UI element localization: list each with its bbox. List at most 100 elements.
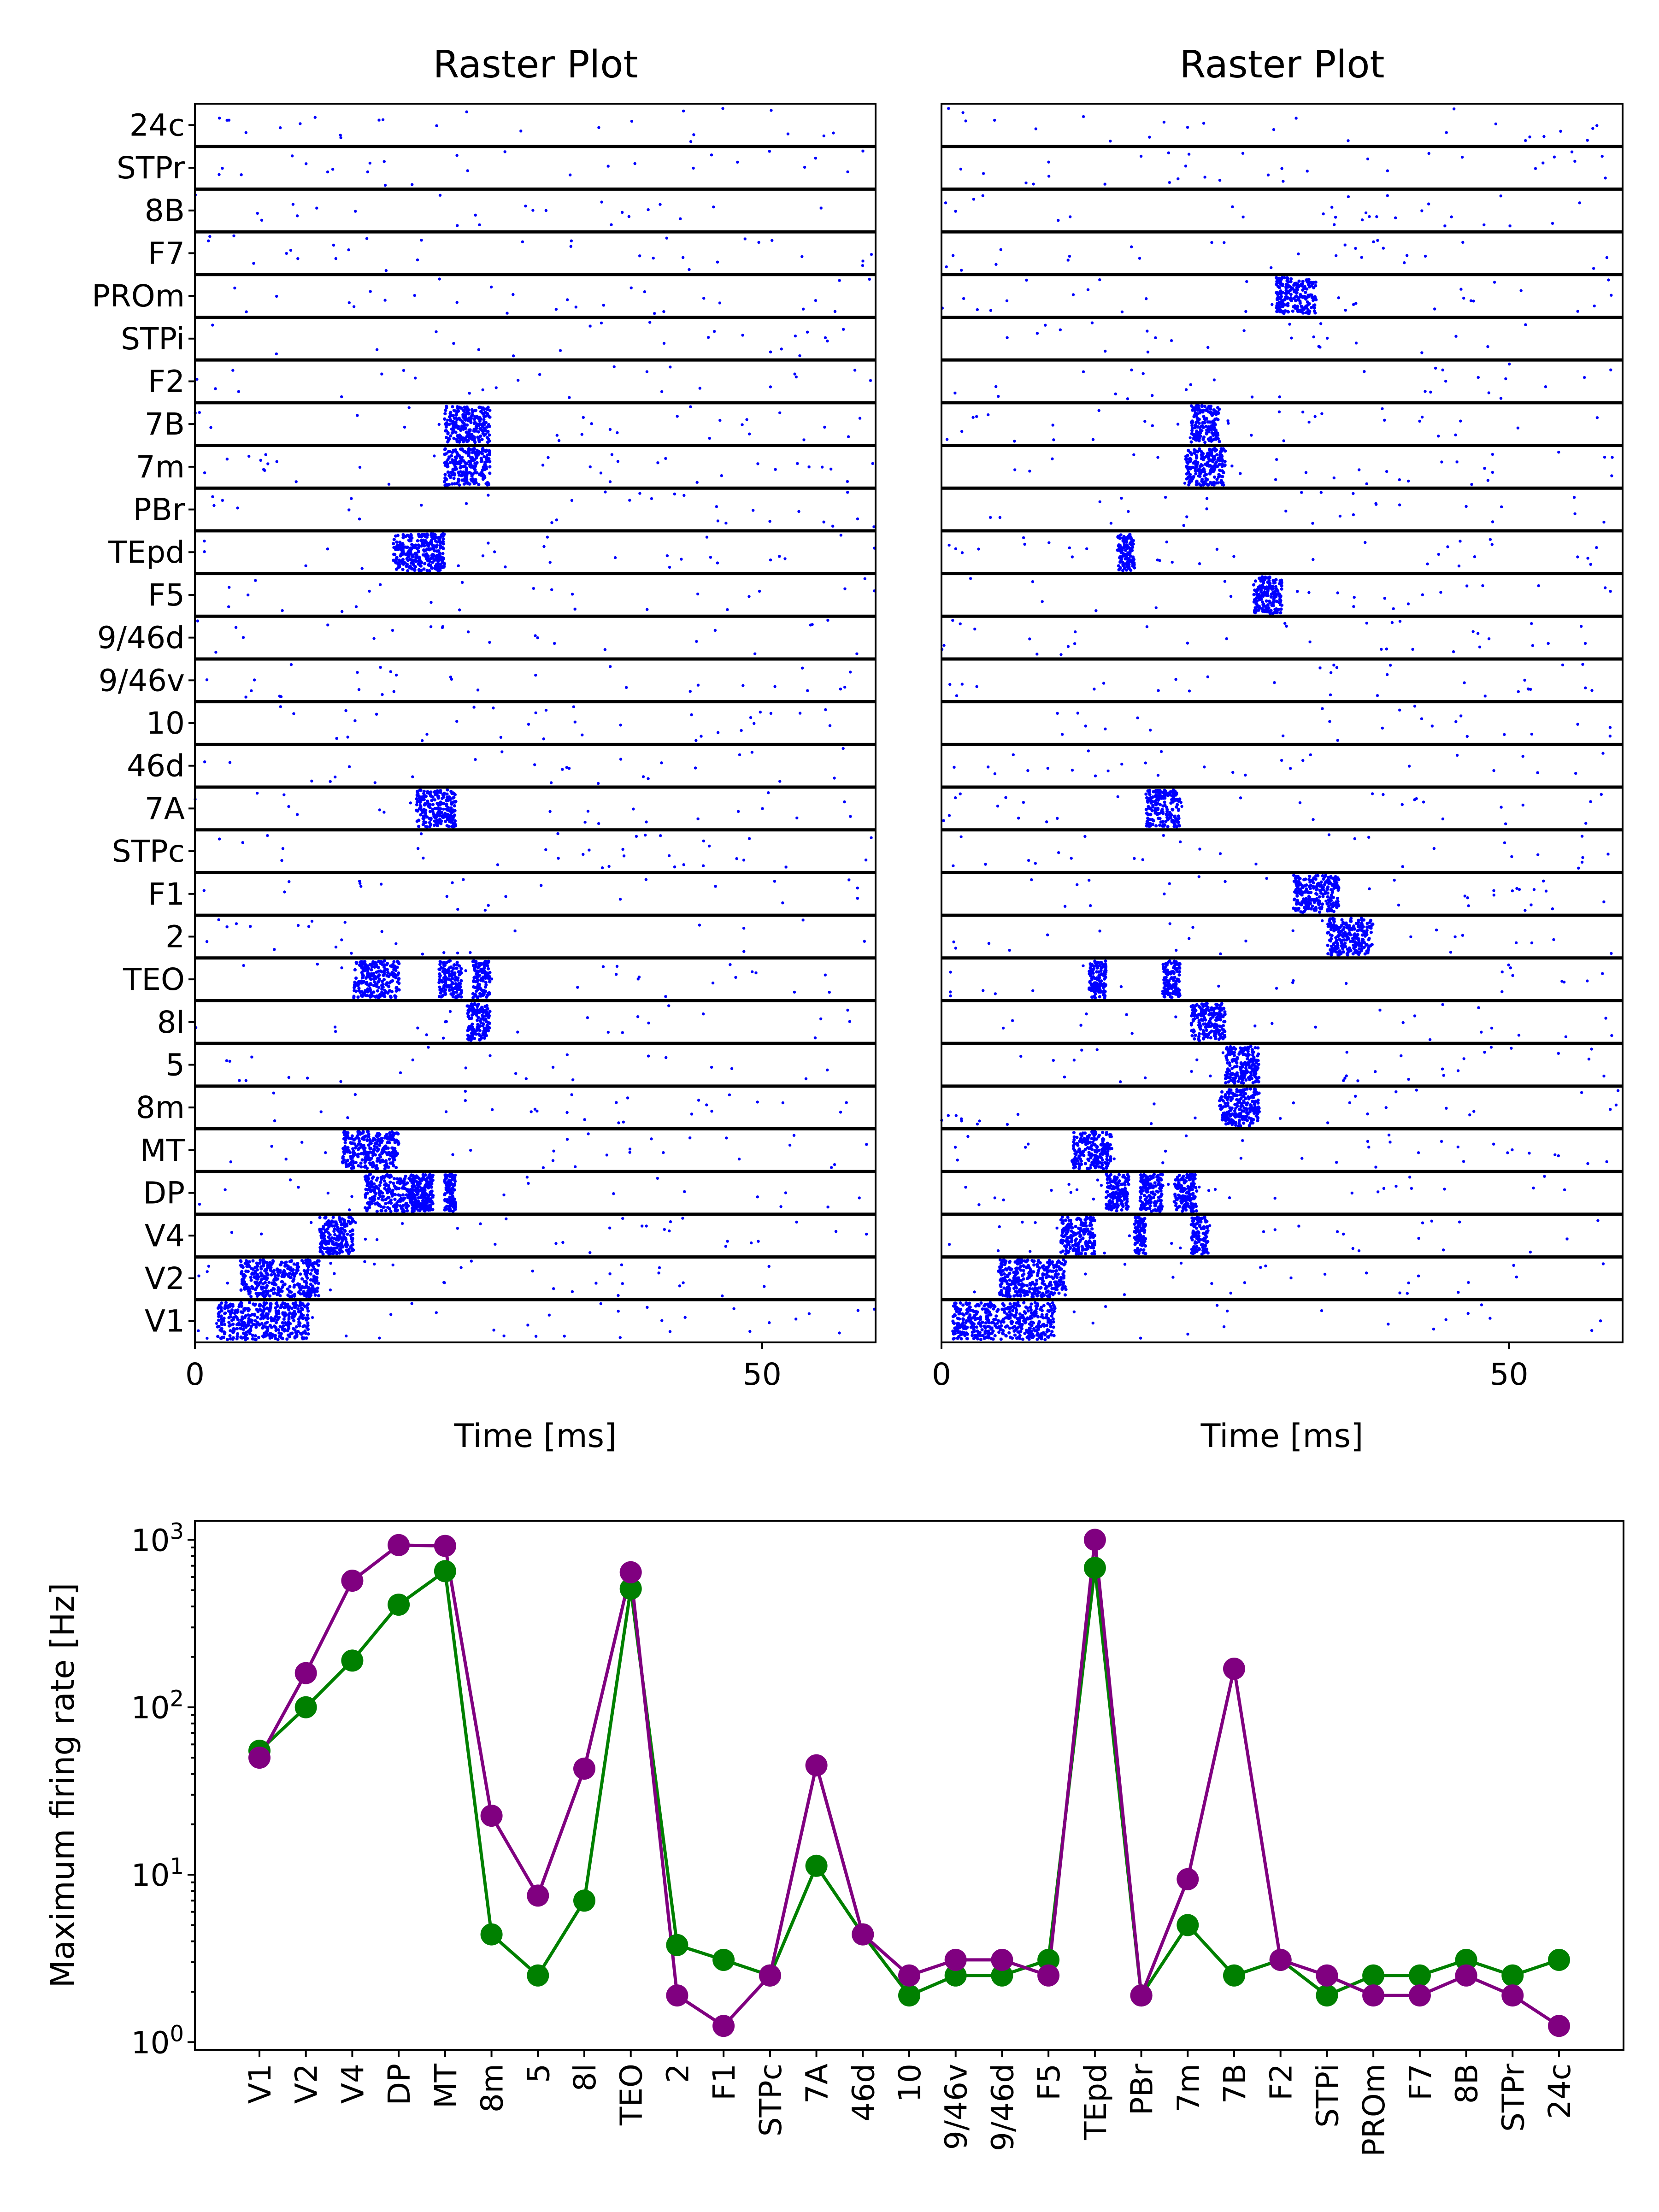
spike-8m bbox=[697, 1099, 700, 1102]
spike-burst-V1 bbox=[279, 1332, 283, 1335]
spike-F2 bbox=[1434, 366, 1437, 370]
spike-F2 bbox=[1363, 370, 1366, 373]
spike-burst-DP bbox=[365, 1179, 369, 1183]
spike-burst-MT bbox=[341, 1155, 345, 1159]
spike-burst-V4 bbox=[326, 1247, 330, 1251]
spike-STPr bbox=[503, 150, 506, 153]
spike-46d bbox=[833, 777, 836, 780]
spike-burst-PROm bbox=[1275, 276, 1279, 280]
spike-burst-V2 bbox=[315, 1271, 318, 1275]
spike-10 bbox=[544, 708, 548, 712]
spike-burst-V1 bbox=[294, 1325, 299, 1329]
spike-946v bbox=[800, 666, 804, 670]
spike-burst-V1 bbox=[241, 1322, 245, 1326]
spike-F2 bbox=[1544, 385, 1547, 388]
ytick-label-STPi: STPi bbox=[121, 321, 185, 357]
spike-burst-TEO bbox=[368, 987, 372, 990]
spike-24c bbox=[1528, 135, 1531, 139]
spike-burst-7m bbox=[485, 456, 489, 460]
spike-burst-7B bbox=[473, 429, 477, 433]
spike-burst-V1 bbox=[224, 1301, 228, 1305]
spike-TEO bbox=[464, 969, 467, 972]
spike-STPr bbox=[1604, 176, 1607, 180]
spike-burst-7B bbox=[465, 423, 469, 427]
spike-24c bbox=[1109, 140, 1112, 143]
spike-burst-PROm bbox=[1312, 306, 1316, 310]
spike-burst-TEpd bbox=[406, 569, 410, 573]
spike-burst-TEpd bbox=[401, 562, 406, 566]
spike-STPi bbox=[648, 321, 652, 324]
spike-burst-V1 bbox=[300, 1314, 304, 1318]
spike-2 bbox=[421, 953, 424, 956]
spike-burst-MT bbox=[385, 1132, 389, 1136]
spike-burst-PROm bbox=[1280, 305, 1283, 309]
spike-burst-TEpd bbox=[418, 564, 422, 568]
spike-V1 bbox=[856, 1309, 860, 1312]
spike-V2 bbox=[531, 1270, 535, 1273]
spike-TEO bbox=[664, 995, 667, 998]
spike-TEpd bbox=[326, 547, 329, 551]
spike-STPi bbox=[1044, 324, 1047, 327]
spike-burst-7m bbox=[468, 482, 471, 486]
spike-8B bbox=[474, 213, 477, 217]
spike-8B bbox=[1333, 223, 1336, 226]
spike-PROm bbox=[1271, 303, 1274, 306]
spike-STPi bbox=[452, 342, 455, 345]
spike-F7 bbox=[208, 235, 212, 238]
spike-burst-TEpd bbox=[422, 548, 426, 552]
spike-F5 bbox=[747, 595, 751, 598]
spike-8B bbox=[256, 212, 259, 215]
spike-burst-TEO bbox=[452, 967, 455, 971]
spike-burst-V2 bbox=[268, 1294, 272, 1298]
spike-STPr bbox=[1573, 159, 1577, 163]
spike-burst-8l bbox=[482, 1027, 486, 1030]
spike-burst-7B bbox=[456, 406, 459, 410]
spike-10 bbox=[375, 712, 378, 716]
spike-burst-TEpd bbox=[401, 536, 405, 540]
spike-946v bbox=[696, 683, 700, 687]
raster-plot-left: Raster Plot Time [ms] 24cSTPr8BF7PROmSTP… bbox=[92, 43, 877, 1455]
spike-burst-8l bbox=[485, 1004, 489, 1007]
spike-V4 bbox=[310, 1221, 313, 1224]
spike-burst-PROm bbox=[1275, 290, 1279, 294]
spike-burst-7B bbox=[453, 417, 456, 420]
spike-V2 bbox=[620, 1263, 624, 1266]
spike-V1 bbox=[668, 1330, 672, 1333]
spike-F5 bbox=[254, 579, 257, 582]
spike-burst-7A bbox=[417, 824, 421, 828]
spike-MT bbox=[792, 1134, 796, 1137]
spike-F1 bbox=[504, 895, 507, 898]
spike-V4 bbox=[641, 1224, 644, 1228]
spike-7m bbox=[664, 457, 667, 460]
spike-F1 bbox=[379, 882, 383, 886]
spike-V2 bbox=[571, 1290, 574, 1294]
spike-STPi bbox=[1354, 341, 1358, 345]
spike-F7 bbox=[1424, 254, 1427, 258]
spike-PROm bbox=[506, 312, 509, 315]
spike-burst-PROm bbox=[1288, 288, 1292, 292]
spike-burst-TEO bbox=[476, 996, 480, 1000]
spike-burst-7m bbox=[464, 481, 468, 485]
spike-burst-8l bbox=[486, 1029, 490, 1033]
spike-burst-MT bbox=[378, 1141, 382, 1145]
spike-2 bbox=[742, 950, 746, 953]
spike-F7 bbox=[800, 255, 804, 259]
spike-burst-V2 bbox=[253, 1266, 257, 1270]
spike-F7 bbox=[951, 254, 955, 257]
spike-24c bbox=[1586, 139, 1589, 142]
spike-F7 bbox=[334, 257, 337, 260]
spike-F7 bbox=[1376, 239, 1379, 242]
spike-burst-DP bbox=[373, 1202, 377, 1206]
spike-burst-DP bbox=[383, 1187, 387, 1190]
spike-STPr bbox=[326, 170, 329, 174]
spike-burst-MT bbox=[396, 1140, 400, 1143]
spike-burst-7m bbox=[488, 471, 492, 475]
spike-burst-7m bbox=[460, 455, 464, 459]
spike-burst-7m bbox=[450, 482, 454, 486]
spike-burst-TEO bbox=[384, 982, 388, 986]
spike-2 bbox=[307, 925, 311, 928]
spike-MT bbox=[300, 1141, 304, 1144]
spike-burst-MT bbox=[377, 1134, 381, 1138]
spike-burst-TEpd bbox=[442, 532, 446, 536]
spike-24c bbox=[244, 131, 247, 134]
